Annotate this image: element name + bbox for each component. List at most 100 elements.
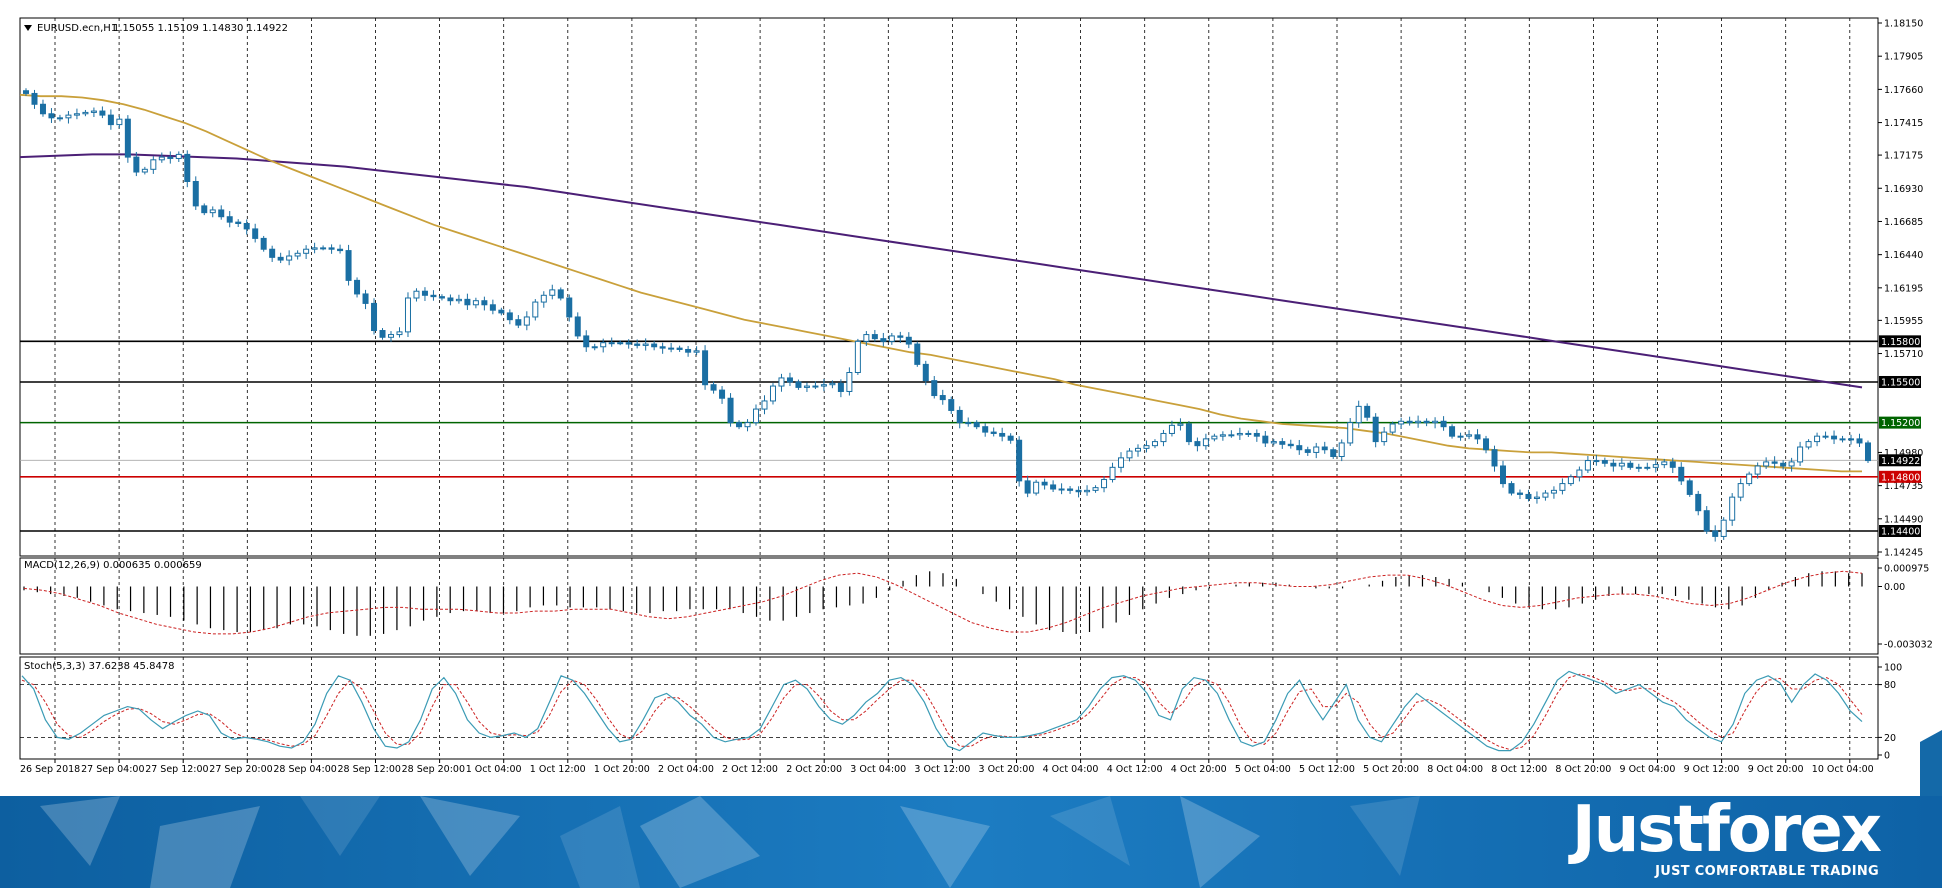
candle-body <box>175 153 182 159</box>
candle-body <box>753 408 760 424</box>
chart-canvas: 1.18150 1.17905 1.17660 1.17415 1.17175 1.169… <box>19 17 1933 775</box>
brand-tagline: JUST COMFORTABLE TRADING <box>1655 864 1879 879</box>
candle-body <box>668 347 675 350</box>
price-tick-label: 1.14490 <box>1884 514 1923 525</box>
candle-body <box>608 342 615 345</box>
candle-body <box>150 159 157 170</box>
candle-body <box>1185 423 1192 443</box>
candle-body <box>404 297 411 333</box>
banner-background <box>0 796 1942 888</box>
time-label: 28 Sep 04:00 <box>273 764 336 775</box>
price-tick-label: 1.17905 <box>1884 52 1923 63</box>
candle-body <box>854 340 861 374</box>
candle-body <box>345 250 352 281</box>
candle-body <box>252 228 259 239</box>
candle-body <box>591 346 598 349</box>
macd-tick-label: 0.000975 <box>1884 564 1929 575</box>
candle-body <box>1423 420 1430 424</box>
candle-body <box>1126 450 1133 459</box>
candle-body <box>1194 441 1201 447</box>
candle-body <box>388 334 395 338</box>
time-label: 4 Oct 20:00 <box>1171 764 1227 775</box>
candle-body <box>1559 483 1566 491</box>
time-label: 9 Oct 04:00 <box>1620 764 1676 775</box>
candle-body <box>303 248 310 254</box>
level-tag <box>1879 375 1921 388</box>
candle-body <box>914 343 921 365</box>
candle-body <box>1780 462 1787 467</box>
candle-body <box>1406 420 1413 424</box>
candle-body <box>1822 435 1829 438</box>
candle-body <box>1381 431 1388 443</box>
candle-body <box>1168 424 1175 434</box>
time-label: 8 Oct 04:00 <box>1427 764 1483 775</box>
candle-body <box>260 237 267 250</box>
candle-body <box>1805 441 1812 448</box>
candle-body <box>1245 432 1252 435</box>
candle-body <box>1669 461 1676 468</box>
candle-body <box>413 290 420 299</box>
candle-body <box>226 216 233 223</box>
candle-body <box>167 156 174 159</box>
candle-body <box>625 342 632 345</box>
time-label: 2 Oct 20:00 <box>786 764 842 775</box>
candle-body <box>447 297 454 302</box>
candle-body <box>371 302 378 332</box>
candle-body <box>1593 460 1600 463</box>
candle-body <box>1839 438 1846 441</box>
price-tick-label: 1.16195 <box>1884 283 1923 294</box>
time-label: 3 Oct 04:00 <box>850 764 906 775</box>
time-label: 9 Oct 20:00 <box>1748 764 1804 775</box>
candle-body <box>1202 438 1209 447</box>
macd-panel-frame <box>19 557 1879 655</box>
candle-body <box>1788 461 1795 467</box>
candle-body <box>1304 449 1311 453</box>
candle-body <box>328 247 335 250</box>
collapse-triangle-icon[interactable] <box>24 25 32 31</box>
candle-body <box>1024 480 1031 494</box>
candle-body <box>277 256 284 261</box>
candle-body <box>1525 493 1532 499</box>
candle-body <box>1050 484 1057 490</box>
candle-body <box>1236 432 1243 436</box>
candle-body <box>1814 435 1821 443</box>
ma-slow-line <box>19 153 1863 389</box>
candle-body <box>489 304 496 311</box>
candle-body <box>498 309 505 314</box>
candle-body <box>1533 496 1540 499</box>
macd-axis: 0.000975 0.00 -0.003032 <box>1878 564 1933 651</box>
time-label: 3 Oct 12:00 <box>914 764 970 775</box>
candle-body <box>634 343 641 346</box>
candle-body <box>1831 435 1838 440</box>
candle-body <box>803 385 810 388</box>
candle-body <box>158 156 165 161</box>
candle-body <box>1101 479 1108 489</box>
candle-body <box>523 316 530 326</box>
candle-body <box>880 338 887 342</box>
candle-body <box>1712 530 1719 537</box>
level-tag <box>1879 416 1921 429</box>
candle-body <box>56 117 63 120</box>
candle-body <box>1058 488 1065 491</box>
candle-body <box>1457 435 1464 438</box>
price-tick-label: 1.14735 <box>1884 481 1923 492</box>
candle-body <box>235 221 242 224</box>
candle-body <box>1550 489 1557 494</box>
level-tag-label: 1.14800 <box>1881 472 1920 483</box>
level-tag <box>1879 470 1921 483</box>
candle-body <box>209 209 216 214</box>
stoch-lines <box>21 670 1863 752</box>
time-label: 28 Sep 20:00 <box>402 764 465 775</box>
stoch-signal-line <box>21 673 1863 751</box>
candle-body <box>286 255 293 261</box>
candle-body <box>990 431 997 434</box>
candle-body <box>651 343 658 348</box>
candle-body <box>1075 489 1082 493</box>
candle-body <box>1160 432 1167 443</box>
candle-body <box>1211 435 1218 440</box>
candle-body <box>1033 481 1040 494</box>
candle-body <box>1865 442 1871 462</box>
candle-body <box>515 319 522 326</box>
candle-body <box>778 377 785 387</box>
candle-body <box>685 348 692 353</box>
